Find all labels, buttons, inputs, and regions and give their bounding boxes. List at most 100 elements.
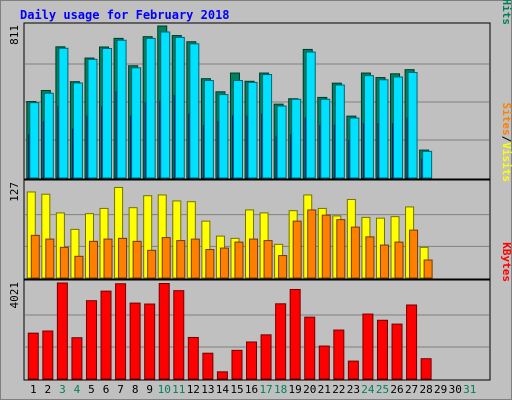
bar-pages-day-27 (407, 71, 418, 179)
day-label: 2 (45, 383, 52, 396)
bar-sites-day-27 (409, 229, 419, 279)
chart-title: Daily usage for February 2018 (20, 8, 230, 22)
bar-kbytes-day-3 (56, 282, 68, 380)
bar-sites-day-24 (365, 236, 375, 279)
bar-kbytes-day-5 (85, 300, 97, 380)
bar-sites-day-8 (132, 240, 142, 279)
bar-kbytes-day-23 (347, 360, 359, 380)
panel-axis-label: Sites/Visits (500, 103, 512, 183)
day-label: 29 (434, 383, 447, 396)
panel-visits-sites: 127 Sites/Visits (8, 103, 512, 280)
bar-pages-day-12 (189, 43, 200, 179)
day-label: 10 (158, 383, 171, 396)
bar-sites-day-23 (350, 226, 360, 279)
panel-hits-files-pages: 811 Pages/Files/Hits (8, 0, 512, 180)
day-label: 12 (187, 383, 200, 396)
bar-pages-day-18 (276, 105, 287, 179)
day-label: 17 (259, 383, 272, 396)
bar-kbytes-day-9 (144, 303, 156, 380)
bar-kbytes-day-27 (406, 304, 418, 380)
bar-kbytes-day-8 (129, 302, 141, 380)
panel-max-label: 4021 (8, 282, 21, 309)
day-label: 5 (88, 383, 95, 396)
bar-pages-day-20 (305, 51, 316, 179)
bar-sites-day-28 (423, 259, 433, 279)
bar-sites-day-20 (307, 209, 317, 279)
bar-pages-day-22 (334, 84, 345, 179)
day-label: 30 (449, 383, 462, 396)
day-label: 21 (318, 383, 331, 396)
day-label: 11 (172, 383, 185, 396)
bar-sites-day-25 (379, 244, 389, 279)
bar-sites-day-2 (45, 238, 55, 279)
bar-sites-day-17 (263, 240, 273, 279)
bar-sites-day-14 (219, 247, 229, 279)
bar-pages-day-19 (291, 98, 302, 179)
day-label: 13 (201, 383, 214, 396)
bar-kbytes-day-15 (231, 349, 243, 380)
bar-pages-day-14 (218, 94, 229, 179)
bar-kbytes-day-20 (304, 316, 316, 380)
bar-kbytes-day-26 (391, 323, 403, 380)
bar-sites-day-15 (234, 241, 244, 279)
bar-pages-day-9 (145, 37, 156, 179)
day-label: 7 (117, 383, 124, 396)
day-label: 20 (303, 383, 316, 396)
bar-kbytes-day-4 (71, 337, 83, 380)
bar-sites-day-26 (394, 241, 404, 279)
day-label: 4 (74, 383, 81, 396)
day-label: 6 (103, 383, 110, 396)
bar-sites-day-16 (249, 238, 259, 279)
panel-kbytes: 4021 KBytes (8, 242, 512, 381)
bar-pages-day-21 (320, 98, 331, 179)
bar-kbytes-day-14 (216, 371, 228, 380)
axis-label-part: Hits (500, 0, 512, 25)
day-label: 18 (274, 383, 287, 396)
bar-kbytes-day-21 (318, 345, 330, 380)
day-label: 27 (405, 383, 418, 396)
bar-sites-day-11 (176, 240, 186, 279)
bar-pages-day-1 (29, 102, 40, 179)
bar-sites-day-21 (321, 214, 331, 279)
panel-max-label: 127 (8, 182, 21, 202)
bar-sites-day-1 (30, 234, 40, 279)
bar-sites-day-10 (161, 237, 171, 279)
day-label: 24 (361, 383, 375, 396)
bar-kbytes-day-16 (246, 341, 258, 380)
axis-label-part: Visits (500, 142, 512, 182)
bar-pages-day-8 (131, 67, 142, 179)
bar-kbytes-day-13 (202, 352, 214, 380)
bar-sites-day-22 (336, 219, 346, 279)
day-label: 16 (245, 383, 258, 396)
bar-kbytes-day-22 (333, 329, 345, 380)
day-label: 28 (420, 383, 433, 396)
day-label: 31 (463, 383, 476, 396)
day-label: 9 (146, 383, 153, 396)
bar-pages-day-11 (174, 36, 185, 179)
day-label: 1 (30, 383, 37, 396)
bar-sites-day-13 (205, 249, 215, 279)
panel-max-label: 811 (8, 25, 21, 45)
bar-kbytes-day-19 (289, 288, 301, 380)
day-label: 19 (289, 383, 302, 396)
bar-pages-day-26 (393, 76, 404, 179)
day-label: 14 (216, 383, 230, 396)
bar-kbytes-day-1 (27, 332, 39, 380)
bar-pages-day-5 (87, 58, 98, 179)
axis-label-part: KBytes (500, 242, 512, 282)
bar-sites-day-4 (74, 255, 84, 279)
bar-kbytes-day-10 (158, 283, 170, 380)
bar-kbytes-day-28 (420, 358, 432, 380)
bar-kbytes-day-24 (362, 313, 374, 380)
panel-axis-label: KBytes (500, 242, 512, 282)
bar-sites-day-12 (190, 238, 200, 279)
bar-pages-day-24 (363, 75, 374, 179)
bar-sites-day-3 (59, 246, 69, 279)
day-label: 23 (347, 383, 360, 396)
bar-sites-day-5 (88, 240, 98, 279)
day-label: 22 (332, 383, 345, 396)
day-label: 25 (376, 383, 389, 396)
bar-pages-day-23 (349, 117, 360, 179)
bar-kbytes-day-25 (376, 319, 388, 380)
bar-kbytes-day-2 (42, 330, 54, 380)
